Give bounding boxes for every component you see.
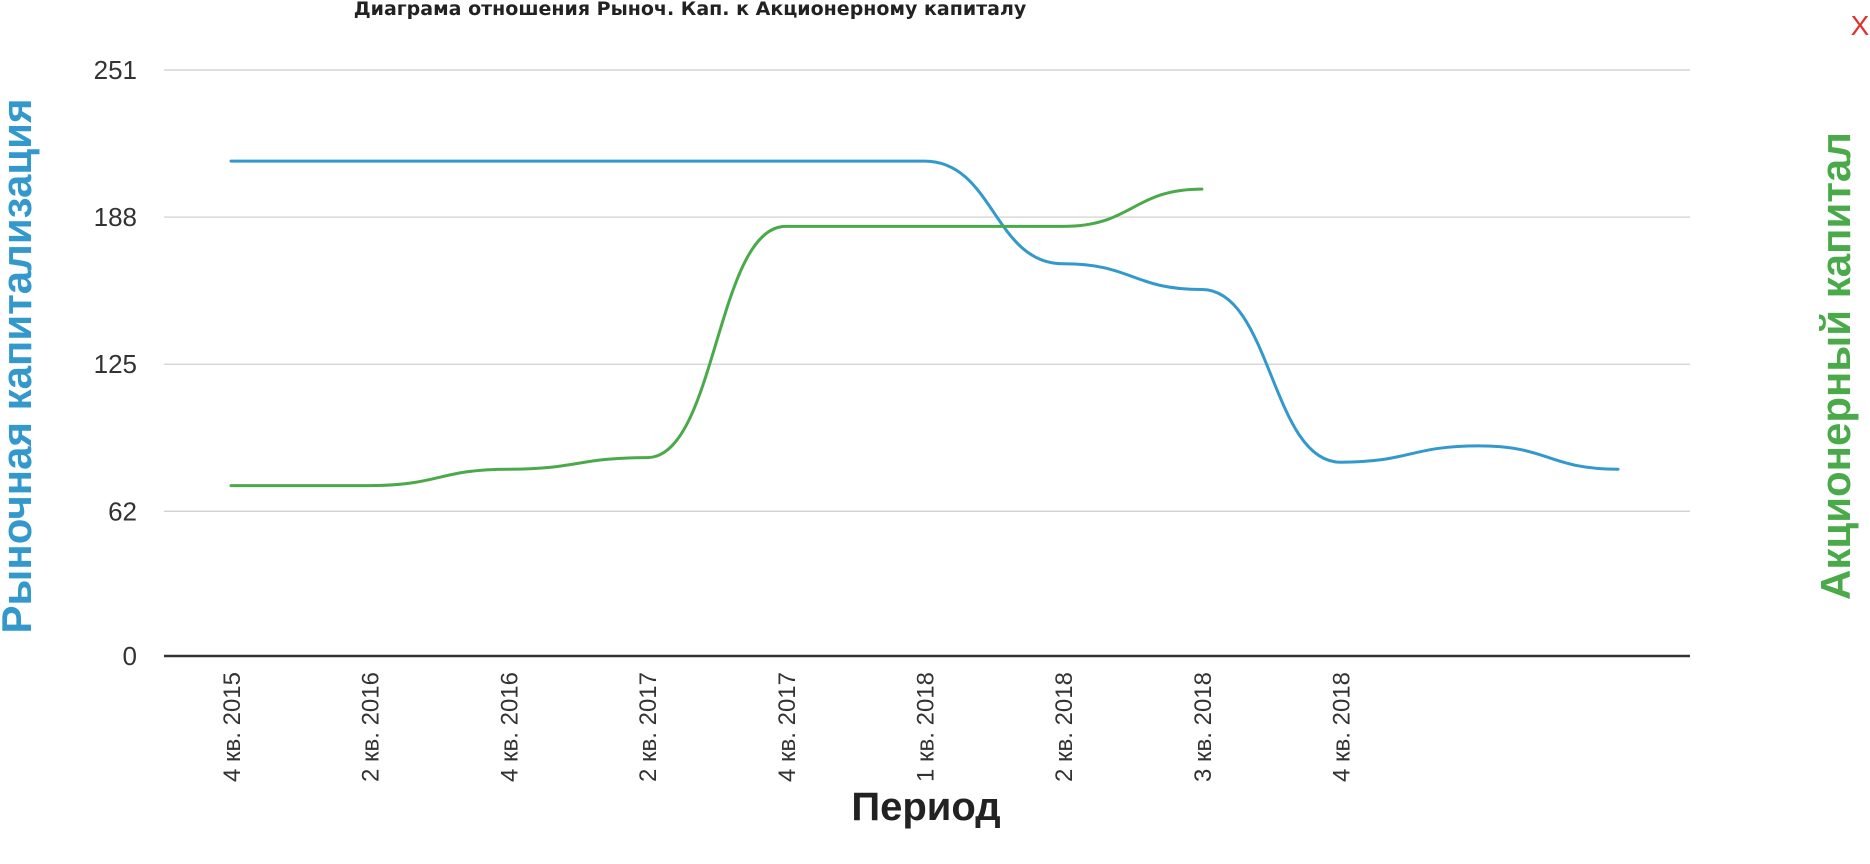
y-axis-label-left: Рыночная капитализация	[0, 99, 40, 634]
y-tick-label: 0	[123, 641, 137, 671]
x-tick-label: 2 кв. 2016	[358, 672, 385, 782]
x-tick-label: 4 кв. 2015	[219, 672, 246, 782]
grid	[164, 69, 1690, 658]
series-lines	[229, 159, 1620, 488]
x-tick-label: 3 кв. 2018	[1190, 672, 1217, 782]
y-tick-label: 125	[94, 349, 137, 379]
chart-title: Диаграма отношения Рыноч. Кап. к Акционе…	[354, 0, 1027, 20]
series-line-equity	[229, 187, 1204, 488]
y-axis-label-right: Акционерный капитал	[1812, 132, 1859, 600]
x-tick-label: 1 кв. 2018	[913, 672, 940, 782]
y-tick-label: 62	[108, 496, 137, 526]
x-tick-label: 4 кв. 2017	[774, 672, 801, 782]
x-tick-label: 4 кв. 2018	[1329, 672, 1356, 782]
x-axis-ticks: 4 кв. 2015 2 кв. 2016 4 кв. 2016 2 кв. 2017…	[219, 672, 1356, 782]
y-axis-ticks: 0 62 125 188 251	[94, 55, 137, 671]
x-axis-label: Период	[851, 785, 1000, 829]
series-line-market-cap	[229, 159, 1620, 471]
close-button[interactable]: X	[1851, 10, 1870, 41]
y-tick-label: 251	[94, 55, 137, 85]
x-tick-label: 4 кв. 2016	[496, 672, 523, 782]
x-tick-label: 2 кв. 2017	[635, 672, 662, 782]
x-tick-label: 2 кв. 2018	[1051, 672, 1078, 782]
y-tick-label: 188	[94, 202, 137, 232]
